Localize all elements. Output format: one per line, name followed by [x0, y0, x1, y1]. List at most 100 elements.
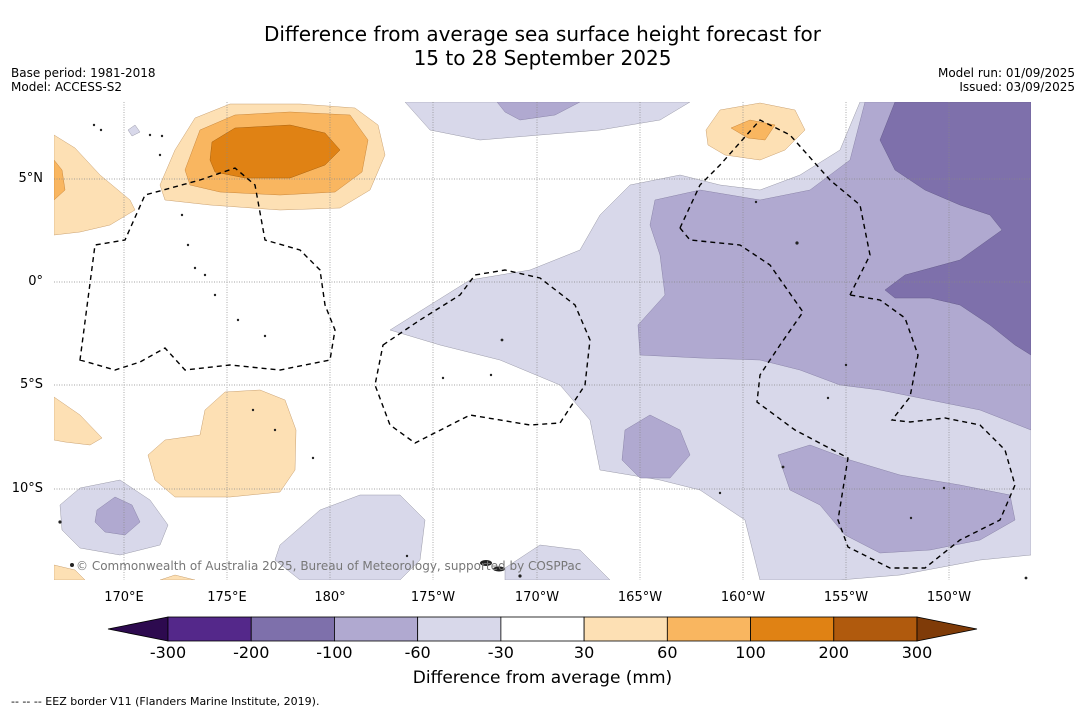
island-20: [781, 465, 785, 469]
island-15: [441, 376, 445, 380]
meta-left: Base period: 1981-2018 Model: ACCESS-S2: [11, 66, 156, 94]
island-11: [236, 318, 240, 322]
island-27: [251, 408, 255, 412]
island-14: [489, 373, 493, 377]
island-3: [148, 133, 152, 137]
contour-neg-60-south-small: [621, 414, 691, 479]
model-run: Model run: 01/09/2025: [937, 66, 1075, 80]
contour-neg-30-top: [404, 102, 691, 141]
colorbar-tick-label: -30: [487, 643, 514, 662]
lon-label-170w: 170°W: [514, 590, 560, 605]
colorbar-over-arrow: [916, 616, 978, 642]
contour-neg-30-small-top: [127, 124, 141, 137]
contour-pos-30-southwest: [54, 396, 103, 446]
colorbar-segment: [250, 616, 335, 642]
island-25: [70, 563, 74, 567]
eez-border-tokelau-samoa: [374, 269, 591, 444]
contour-pos-30-bottom: [159, 574, 196, 580]
lat-label-10s: 10°S: [11, 481, 43, 496]
island-30: [1024, 576, 1028, 580]
lat-label-5n: 5°N: [18, 171, 44, 186]
contour-neg-60-top: [496, 102, 581, 121]
island-28: [311, 456, 315, 460]
colorbar-tick-label: 200: [818, 643, 850, 662]
colorbar-tick-label: 100: [735, 643, 766, 662]
model-name: Model: ACCESS-S2: [11, 80, 123, 94]
islands: [58, 123, 1028, 580]
island-2: [99, 128, 103, 132]
contour-neg-30-south-center: [504, 544, 611, 580]
island-10: [213, 293, 217, 297]
island-16: [795, 241, 799, 245]
colorbar-tick-label: -60: [404, 643, 431, 662]
island-31: [405, 554, 409, 558]
base-period: Base period: 1981-2018: [11, 66, 156, 80]
map-area: [54, 102, 1031, 580]
contour-neg-30-southwest: [274, 494, 426, 580]
colorbar-tick-label: -100: [316, 643, 353, 662]
chart-title: Difference from average sea surface heig…: [0, 22, 1085, 70]
island-19: [826, 396, 830, 400]
island-6: [180, 213, 184, 217]
lat-label-0: 0°: [28, 274, 43, 289]
lon-label-155w: 155°W: [823, 590, 869, 605]
colorbar-tick-label: 30: [573, 643, 595, 662]
island-26: [273, 428, 277, 432]
lon-label-165w: 165°W: [617, 590, 663, 605]
colorbar-segment: [666, 616, 751, 642]
colorbar-tick-label: -300: [149, 643, 187, 662]
eez-border-line-islands: [679, 119, 871, 296]
lon-label-150w: 150°W: [926, 590, 972, 605]
title-line-2: 15 to 28 September 2025: [413, 46, 672, 70]
contour-neg-60-southeast: [777, 444, 1016, 554]
colorbar-segment: [167, 616, 252, 642]
colorbar-segment: [833, 616, 918, 642]
contour-pos-30-bottom-left: [54, 564, 86, 580]
island-21: [718, 491, 722, 495]
island-12: [263, 334, 267, 338]
colorbar-segment: [750, 616, 835, 642]
contour-pos-30-west: [54, 134, 136, 236]
colorbar-segment: [334, 616, 419, 642]
island-9: [203, 273, 207, 277]
island-18: [844, 363, 848, 367]
island-1: [92, 123, 96, 127]
eez-borders: [79, 119, 1016, 569]
title-line-1: Difference from average sea surface heig…: [263, 22, 822, 46]
lat-label-5s: 5°S: [19, 377, 43, 392]
colorbar-tick-label: 60: [657, 643, 678, 662]
lon-label-175w: 175°W: [410, 590, 456, 605]
island-22: [942, 486, 946, 490]
island-13: [500, 338, 504, 342]
contour-neg-100-east: [879, 102, 1031, 356]
contour-pos-30-central-south: [147, 389, 297, 498]
colorbar-tick-label: -200: [233, 643, 270, 662]
copyright-notice: © Commonwealth of Australia 2025, Bureau…: [76, 559, 582, 573]
colorbar-segment: [500, 616, 585, 642]
colorbar: [107, 616, 978, 642]
contour-neg-60-southwest-small: [94, 496, 141, 536]
contour-pos-60-west: [54, 159, 66, 201]
eez-border-kiribati-gilbert: [79, 167, 336, 371]
colorbar-tick-label: 300: [901, 643, 933, 662]
island-24: [58, 520, 62, 524]
island-29: [518, 574, 522, 578]
contour-pos-60-northeast: [730, 119, 776, 141]
lon-label-170e: 170°E: [104, 590, 144, 605]
lon-label-180: 180°: [314, 590, 346, 605]
island-4: [160, 134, 164, 138]
island-17: [754, 200, 758, 204]
island-8: [193, 266, 197, 270]
graticule: [54, 102, 1031, 580]
lon-label-175e: 175°E: [207, 590, 247, 605]
eez-border-line-islands-south: [679, 227, 1016, 569]
colorbar-segment: [583, 616, 668, 642]
island-23: [909, 516, 913, 520]
eez-footnote: -- -- -- EEZ border V11 (Flanders Marine…: [11, 695, 320, 708]
island-7: [186, 243, 190, 247]
lon-label-160w: 160°W: [720, 590, 766, 605]
island-savaii: [480, 560, 492, 566]
colorbar-segment: [417, 616, 502, 642]
colorbar-under-arrow: [107, 616, 169, 642]
